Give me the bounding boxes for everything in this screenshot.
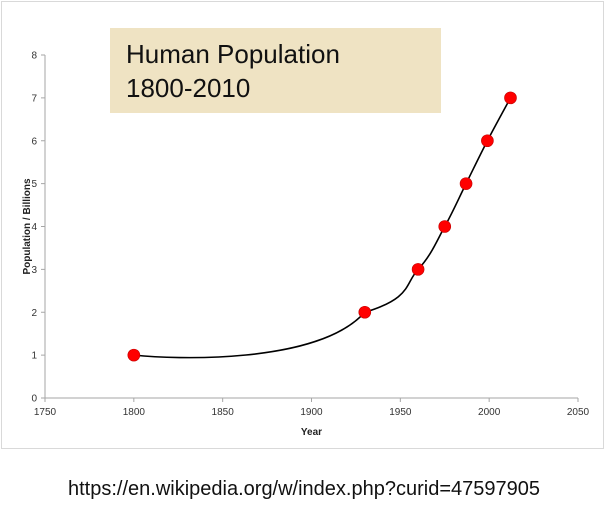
data-point [411,263,425,276]
y-tick-label: 3 [31,265,37,276]
y-tick-label: 7 [31,93,37,104]
chart-title: Human Population [126,39,340,69]
x-tick-label: 1900 [300,407,323,418]
axes: 0 1 2 3 4 5 6 7 8 1750 1800 1850 1900 1950 2000 2050 [31,51,589,419]
x-tick-label: 1950 [389,407,412,418]
x-tick-label: 1850 [212,407,235,418]
x-tick-label: 1750 [34,407,57,418]
y-axis-title: Population / Billions [22,178,33,275]
chart-title-box: Human Population 1800-2010 [110,28,441,113]
data-point [127,348,141,362]
data-point [459,177,473,190]
data-point [438,220,452,233]
y-tick-label: 1 [31,351,37,362]
x-tick-label: 2000 [478,407,501,418]
y-tick-label: 2 [31,308,37,319]
data-point [481,134,494,148]
y-tick-label: 0 [31,394,37,405]
source-caption: https://en.wikipedia.org/w/index.php?cur… [68,478,540,500]
x-tick-label: 2050 [567,407,590,418]
trend-curve [133,97,512,359]
y-tick-label: 5 [31,179,37,190]
y-tick-label: 8 [31,51,37,62]
chart-plot: 0 1 2 3 4 5 6 7 8 1750 1800 1850 1900 1950 2000 2050 Ye… [22,51,590,439]
x-tick-label: 1800 [123,407,146,418]
trend-curve-layer [133,97,512,359]
chart-frame: 0 1 2 3 4 5 6 7 8 1750 1800 1850 1900 1950 2000 2050 Ye… [1,1,604,449]
data-points-layer [127,91,517,362]
data-point [504,91,517,105]
y-tick-label: 4 [31,222,37,233]
data-point [358,305,372,319]
chart-subtitle: 1800-2010 [126,73,251,103]
y-tick-label: 6 [31,136,37,147]
x-axis-title: Year [301,427,322,438]
